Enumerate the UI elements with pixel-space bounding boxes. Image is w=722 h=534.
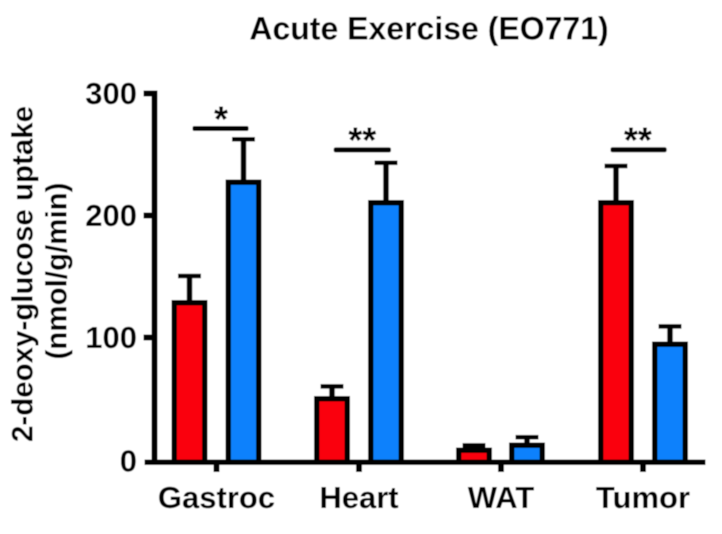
svg-text:(nmol/g/min): (nmol/g/min): [41, 183, 74, 360]
svg-text:Gastroc: Gastroc: [158, 480, 275, 515]
svg-text:0: 0: [120, 444, 137, 479]
svg-text:*: *: [214, 99, 228, 140]
svg-text:Acute Exercise (EO771): Acute Exercise (EO771): [249, 11, 608, 47]
svg-text:Heart: Heart: [319, 480, 398, 515]
svg-text:Tumor: Tumor: [596, 480, 690, 515]
svg-text:**: **: [348, 120, 376, 161]
svg-text:**: **: [624, 120, 652, 161]
svg-text:2-deoxy-glucose uptake: 2-deoxy-glucose uptake: [7, 106, 40, 442]
svg-text:100: 100: [85, 320, 137, 355]
svg-text:WAT: WAT: [468, 480, 535, 515]
svg-text:200: 200: [85, 198, 137, 233]
svg-text:300: 300: [85, 76, 137, 111]
